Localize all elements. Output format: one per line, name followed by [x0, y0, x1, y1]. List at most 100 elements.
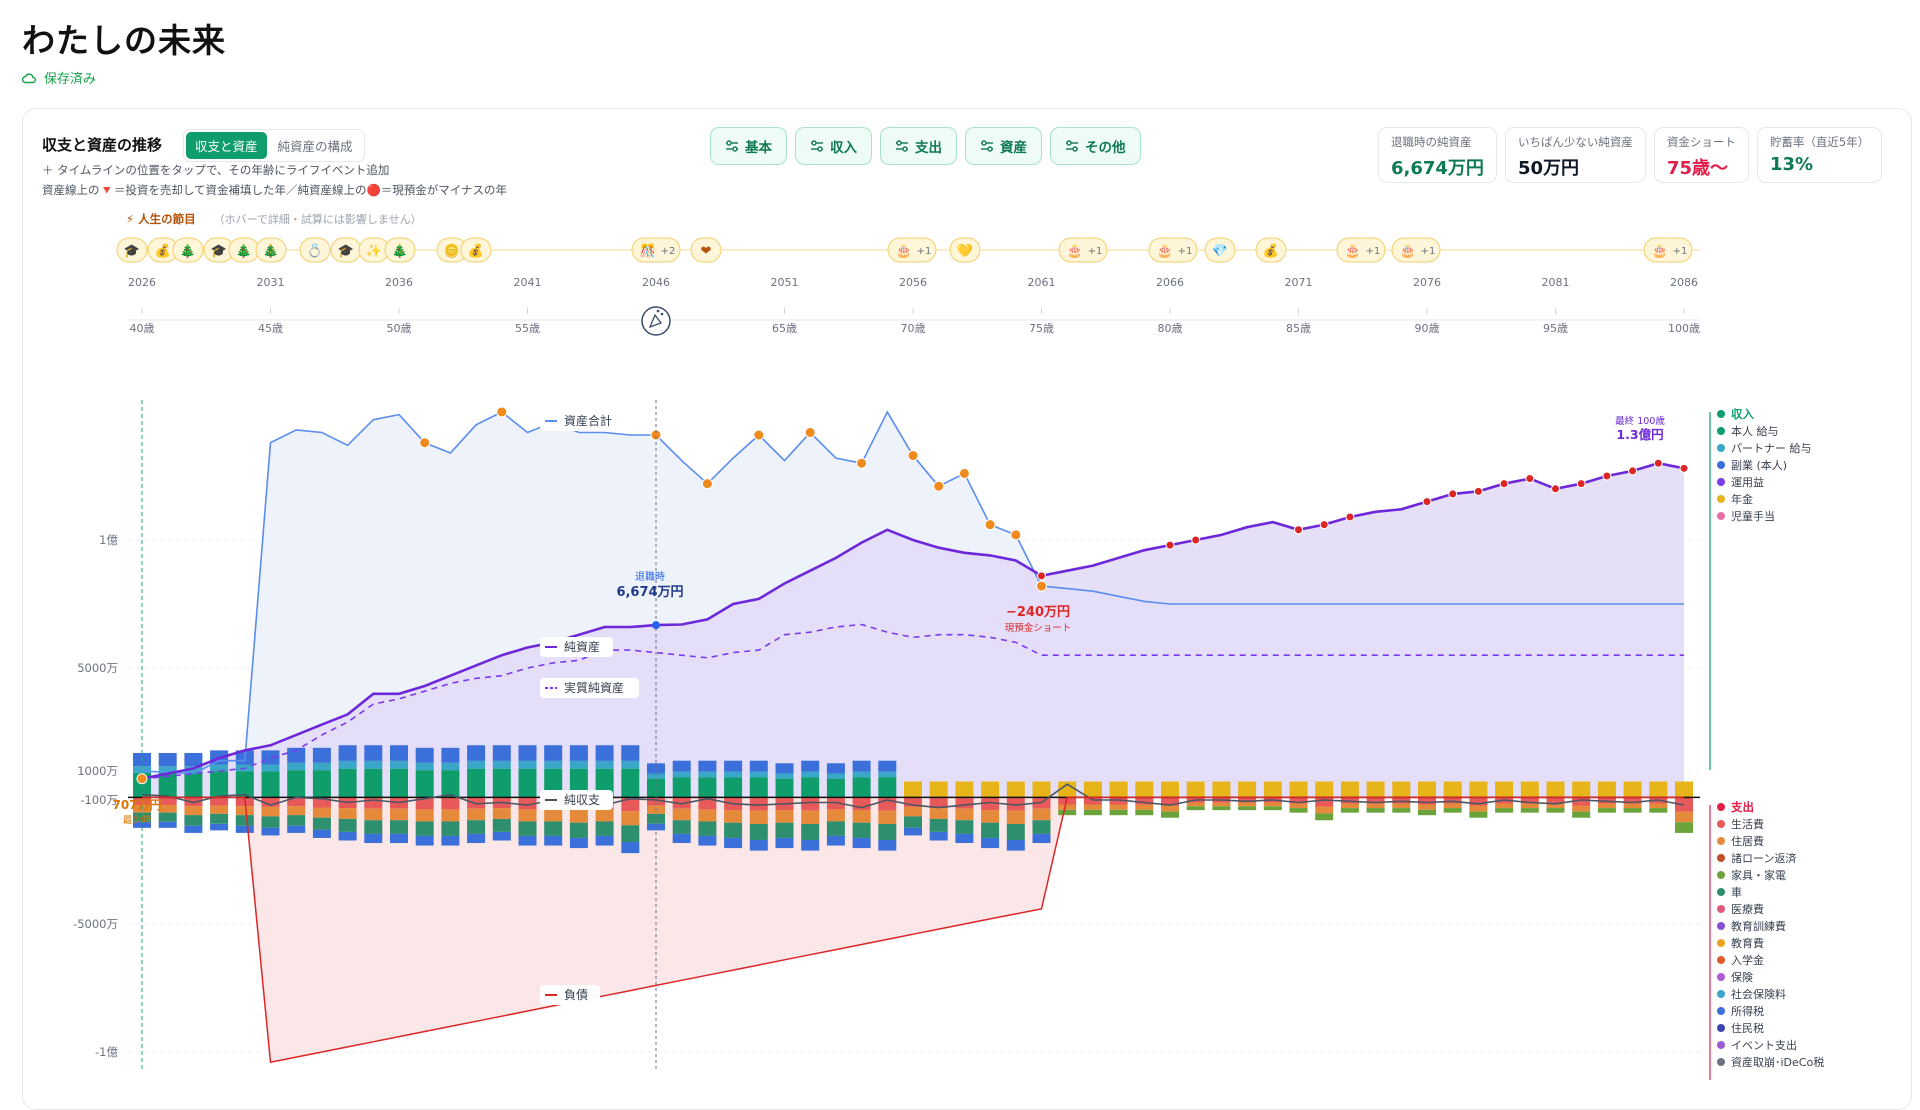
- expense-bar: [775, 822, 794, 838]
- timeline-event-ring[interactable]: 💍: [299, 237, 331, 263]
- expense-bar: [826, 809, 845, 822]
- income-bar: [518, 760, 537, 769]
- income-settings-button[interactable]: 収入: [795, 127, 872, 165]
- basic-settings-button[interactable]: 基本: [710, 127, 787, 165]
- expense-bar: [929, 797, 948, 809]
- cash-negative-marker: [1551, 484, 1560, 494]
- expense-bar: [261, 797, 280, 807]
- expense-bar: [390, 820, 408, 834]
- minimum-annotation-label: 最少時: [123, 815, 152, 826]
- y-tick-label: 1000万: [77, 764, 118, 778]
- timeline-event-tree[interactable]: 🎄: [228, 237, 260, 263]
- timeline-event-graduation-cap[interactable]: 🎓: [330, 237, 362, 263]
- income-bar: [1675, 781, 1693, 798]
- income-assets-chart: 1億 5000万 1000万 -100万 -5000万 -1億 資産合計純資産実質純資産純収…: [73, 400, 1824, 1080]
- money-bag-icon: 💰: [155, 243, 171, 259]
- tab-networth-breakdown[interactable]: 純資産の構成: [277, 139, 353, 154]
- timeline-year-label: 2046: [642, 276, 670, 289]
- income-bar: [1623, 781, 1642, 798]
- expense-legend-title-dot: [1717, 803, 1725, 811]
- expense-bar: [904, 816, 922, 828]
- timeline-event-heart[interactable]: ❤: [690, 237, 722, 263]
- final-annotation-label: 最終 100歳: [1615, 415, 1665, 427]
- expense-bar: [1649, 808, 1668, 813]
- timeline-event-tree[interactable]: 🎄: [255, 237, 287, 263]
- expense-bar: [312, 807, 331, 818]
- debt-area: [142, 797, 1684, 1063]
- timeline-event-gem[interactable]: 💎: [1204, 237, 1236, 263]
- timeline-year-label: 2071: [1285, 276, 1313, 289]
- sliders-icon: [726, 140, 738, 152]
- expense-bar: [647, 813, 665, 824]
- expense-bar: [518, 797, 537, 810]
- income-bar: [1238, 781, 1257, 798]
- timeline-event-celebration[interactable]: 🎊 +2: [631, 237, 681, 263]
- expense-bar: [210, 813, 229, 824]
- series-label: 純収支: [564, 793, 600, 807]
- cash-negative-marker: [1473, 486, 1483, 496]
- income-bar: [826, 763, 845, 774]
- income-bar: [1418, 781, 1436, 798]
- minimum-point: [136, 773, 148, 785]
- series-label: 実質純資産: [564, 680, 624, 695]
- series-label: 純資産: [564, 639, 600, 654]
- real-networth-line: [141, 623, 1684, 780]
- timeline-event-money-bag[interactable]: 💰: [460, 237, 492, 263]
- income-bar: [852, 760, 871, 772]
- income-bar: [1212, 781, 1231, 798]
- expense-settings-button[interactable]: 支出: [880, 127, 957, 165]
- timeline-event-tree[interactable]: 🎄: [172, 237, 204, 263]
- timeline-event-cake[interactable]: 🎂 +1: [1391, 237, 1441, 263]
- other-settings-button[interactable]: その他: [1050, 127, 1141, 165]
- expense-bar: [1135, 809, 1154, 816]
- timeline-event-cake[interactable]: 🎂 +1: [1336, 237, 1386, 263]
- income-bar: [158, 766, 177, 773]
- expense-bar: [133, 812, 151, 822]
- income-bar: [261, 764, 280, 772]
- tab-income-assets[interactable]: 収支と資産: [186, 132, 267, 159]
- expense-bar: [749, 810, 768, 824]
- income-legend-item-label: 年金: [1731, 492, 1753, 506]
- income-bar: [775, 773, 794, 779]
- expense-bar: [235, 825, 254, 833]
- timeline-event-cake[interactable]: 🎂 +1: [1643, 237, 1693, 263]
- timeline-event-yellow-heart[interactable]: 💛: [949, 237, 981, 263]
- income-bar: [518, 768, 537, 798]
- expense-bar: [1058, 809, 1077, 816]
- life-events-timeline[interactable]: 2026 40歳 2031 45歳 2036 50歳 2041 55歳 2046 2051 65歳 2…: [0, 230, 1920, 340]
- income-bar: [672, 777, 691, 798]
- expense-bar: [749, 839, 768, 851]
- timeline-event-sparkles[interactable]: ✨: [358, 237, 390, 263]
- expense-bar: [724, 822, 743, 838]
- money-bag-icon: 💰: [1263, 243, 1279, 259]
- timeline-event-money-bag[interactable]: 💰: [147, 237, 179, 263]
- event-pill: [1204, 237, 1236, 263]
- expense-bar: [569, 822, 588, 838]
- timeline-event-money-bag[interactable]: 💰: [1255, 237, 1287, 263]
- expense-legend-item-dot: [1717, 905, 1725, 913]
- income-legend-item-label: 副業 (本人): [1731, 458, 1787, 472]
- timeline-event-graduation-cap[interactable]: 🎓: [116, 237, 148, 263]
- expense-bar: [235, 815, 254, 826]
- timeline-event-tree[interactable]: 🎄: [384, 237, 416, 263]
- cash-negative-marker: [1191, 535, 1201, 545]
- timeline-event-cake[interactable]: 🎂 +1: [1148, 237, 1198, 263]
- debt-tag: 負債: [540, 985, 600, 1005]
- expense-legend-item-dot: [1717, 1041, 1725, 1049]
- event-pill: [1391, 237, 1441, 263]
- timeline-event-graduation-cap[interactable]: 🎓: [203, 237, 235, 263]
- expense-bar: [261, 806, 280, 817]
- timeline-event-cake[interactable]: 🎂 +1: [887, 237, 937, 263]
- asset-total-tag: 資産合計: [540, 411, 626, 431]
- asset-settings-button[interactable]: 資産: [965, 127, 1042, 165]
- event-pill: [690, 237, 722, 263]
- expense-bar: [955, 797, 974, 809]
- expense-bar: [287, 797, 306, 807]
- expense-bar: [1366, 808, 1385, 813]
- y-tick-label: 5000万: [77, 661, 118, 675]
- timeline-event-cake[interactable]: 🎂 +1: [1058, 237, 1108, 263]
- expense-bar: [981, 837, 1000, 849]
- income-bar: [749, 760, 768, 772]
- timeline-event-coin[interactable]: 🪙: [436, 237, 468, 263]
- timeline-age-label: 85歳: [1286, 322, 1311, 335]
